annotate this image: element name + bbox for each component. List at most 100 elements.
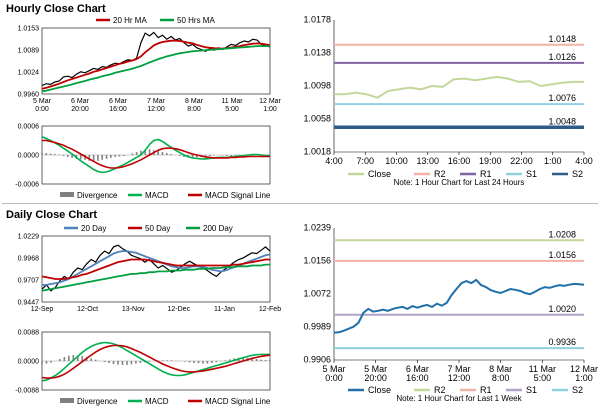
signal-line <box>42 139 270 169</box>
pivot-ytick: 0.9989 <box>303 322 331 332</box>
price-ytick: 1.0229 <box>18 234 40 241</box>
price-ytick: 0.9968 <box>18 256 40 263</box>
price-xtick: 1:00 <box>263 106 277 113</box>
pivot-ytick: 1.0138 <box>303 48 331 58</box>
level-r1-label: 1.0156 <box>548 250 576 260</box>
level-r2-label: 1.0148 <box>548 34 576 44</box>
20-day-line <box>42 250 271 286</box>
legend-2-label: 200 Day <box>203 224 233 233</box>
legend-r2-label: R2 <box>434 169 446 179</box>
daily-section-title: Daily Close Chart <box>6 209 98 221</box>
pivot-xtick: 12:00 <box>448 373 471 383</box>
hourly-section-title: Hourly Close Chart <box>6 3 106 15</box>
pivot-xtick: 20:00 <box>364 373 387 383</box>
pivot-ytick: 1.0072 <box>303 289 331 299</box>
legend-s2-label: S2 <box>572 385 583 395</box>
level-s1-label: 1.0076 <box>548 93 576 103</box>
price-ytick: 0.9707 <box>18 278 40 285</box>
legend-1-label: 50 Day <box>145 224 170 233</box>
legend-divergence-label: Divergence <box>77 191 118 200</box>
price-line <box>41 244 271 292</box>
chart-note: Note: 1 Hour Chart for Last 1 Week <box>396 394 522 403</box>
pivot-xtick: 1:00 <box>575 373 593 383</box>
close-line <box>333 278 585 334</box>
pivot-ytick: 1.0156 <box>303 256 331 266</box>
200-day-line <box>41 263 270 292</box>
legend-signal-label: MACD Signal Line <box>205 397 271 406</box>
price-xtick: 12-Dec <box>168 306 191 313</box>
price-ytick: 1.0153 <box>18 26 40 33</box>
level-r2-label: 1.0208 <box>548 229 576 239</box>
level-s1-label: 1.0020 <box>548 304 576 314</box>
signal-line <box>41 344 271 379</box>
legend-s1-label: S1 <box>526 169 537 179</box>
50-hrs-ma-line <box>41 45 270 93</box>
legend-macd-label: MACD <box>145 397 169 406</box>
close-line <box>334 75 584 99</box>
legend-1-label: 50 Hrs MA <box>177 16 215 25</box>
price-xtick: 12-Sep <box>31 306 54 313</box>
legend-signal-label: MACD Signal Line <box>205 191 271 200</box>
macd-ytick: 0.0000 <box>18 153 40 160</box>
price-xtick: 12-Feb <box>259 306 281 313</box>
price-xtick: 6 Mar <box>109 98 128 105</box>
price-xtick: 16:00 <box>109 106 127 113</box>
pivot-xtick: 5 Mar <box>322 364 345 374</box>
pivot-xtick: 5:00 <box>534 373 552 383</box>
pivot-xtick: 12 Mar <box>570 364 598 374</box>
macd-line <box>41 135 270 174</box>
price-xtick: 6 Mar <box>71 98 90 105</box>
daily-macd-chart: 0.0088 0.0000 -0.0088 Divergence MACD MACD Si… <box>15 330 271 407</box>
price-xtick: 12:00 <box>147 106 165 113</box>
pivot-ytick: 1.0098 <box>303 81 331 91</box>
price-xtick: 8 Mar <box>185 98 204 105</box>
pivot-xtick: 4:00 <box>575 156 593 166</box>
price-line <box>41 31 271 87</box>
macd-ytick: -0.0006 <box>15 182 39 189</box>
level-s2-label: 1.0048 <box>548 116 576 126</box>
price-ytick: 0.9960 <box>18 92 40 99</box>
price-xtick: 5 Mar <box>33 98 52 105</box>
macd-line <box>41 341 270 382</box>
price-xtick: 12-Oct <box>77 306 98 313</box>
level-s2-label: 0.9936 <box>548 337 576 347</box>
pivot-xtick: 7:00 <box>356 156 374 166</box>
price-xtick: 0:00 <box>35 106 49 113</box>
pivot-xtick: 6 Mar <box>406 364 429 374</box>
plot-frame <box>41 27 271 95</box>
pivot-xtick: 22:00 <box>510 156 533 166</box>
pivot-ytick: 1.0058 <box>303 114 331 124</box>
pivot-ytick: 0.9906 <box>303 355 331 365</box>
price-xtick: 12 Mar <box>259 98 281 105</box>
legend-r2-label: R2 <box>434 385 446 395</box>
chart-note: Note: 1 Hour Chart for Last 24 Hours <box>394 178 525 187</box>
pivot-ytick: 1.0239 <box>303 223 331 233</box>
price-xtick: 11 Mar <box>221 98 243 105</box>
pivot-xtick: 4:00 <box>325 156 343 166</box>
50-day-line <box>41 258 270 280</box>
hourly-macd-chart: 0.0006 0.0000 -0.0006 Divergence MACD MACD Si… <box>15 124 271 201</box>
legend-close-label: Close <box>368 385 391 395</box>
legend-0-label: 20 Hr MA <box>113 16 147 25</box>
pivot-xtick: 7 Mar <box>447 364 470 374</box>
pivot-ytick: 1.0178 <box>303 15 331 25</box>
pivot-xtick: 11 Mar <box>529 364 556 374</box>
pivot-ytick: 1.0018 <box>303 147 331 157</box>
price-xtick: 11-Jan <box>214 306 235 313</box>
macd-ytick: -0.0088 <box>15 388 39 395</box>
legend-r1-label: R1 <box>480 169 492 179</box>
macd-ytick: 0.0000 <box>18 359 40 366</box>
pivot-xtick: 8 Mar <box>489 364 512 374</box>
section-divider <box>2 203 598 204</box>
pivot-xtick: 13:00 <box>416 156 439 166</box>
level-r1-label: 1.0126 <box>548 52 576 62</box>
plot-frame <box>41 235 271 303</box>
pivot-xtick: 1:00 <box>544 156 562 166</box>
pivot-xtick: 5 Mar <box>364 364 387 374</box>
legend-close-label: Close <box>368 169 391 179</box>
legend-s2-label: S2 <box>572 169 583 179</box>
